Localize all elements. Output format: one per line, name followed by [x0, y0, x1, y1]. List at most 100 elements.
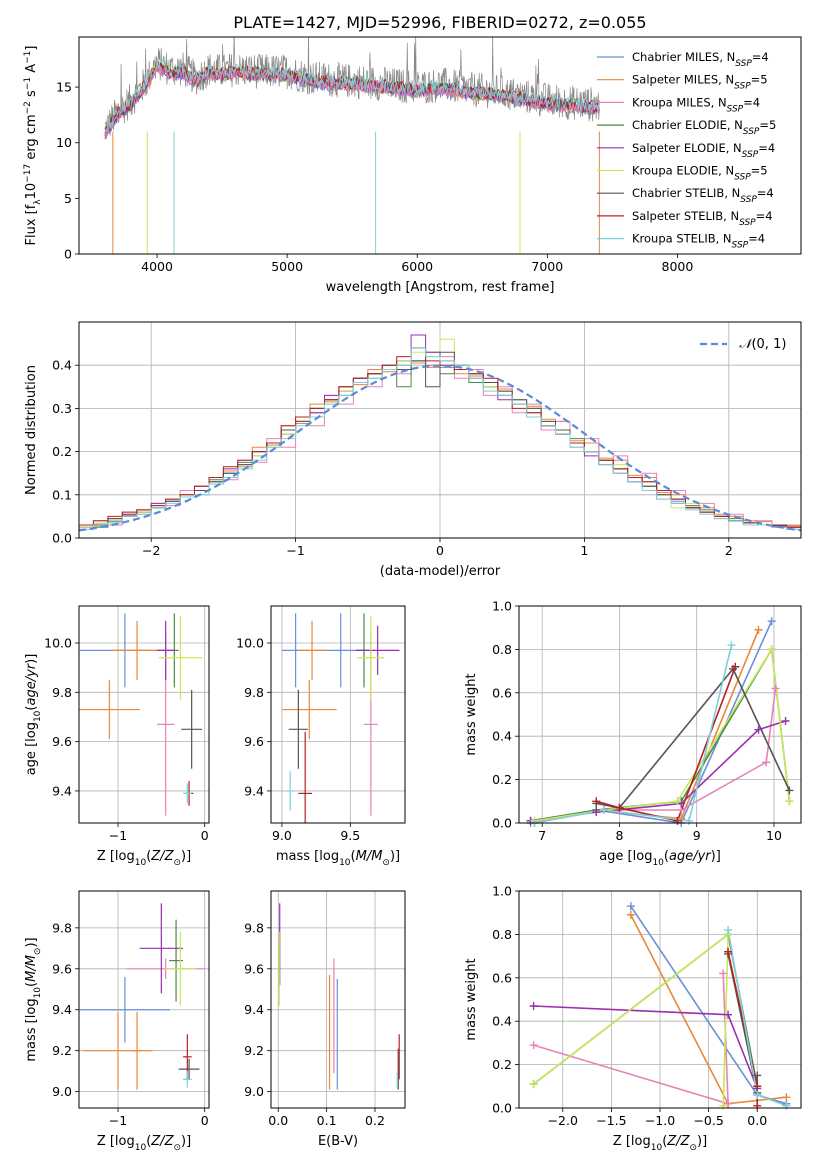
y-tick-label: 0.0: [52, 531, 72, 546]
errorbar-point: [286, 771, 295, 811]
x-tick-label: −1: [109, 1113, 127, 1128]
errorbar-point: [357, 615, 385, 700]
x-axis-label-part: )]: [711, 849, 721, 864]
legend-label-part: =4: [756, 209, 773, 223]
x-axis-label-part: (: [146, 849, 151, 864]
y-tick-label: 0.8: [492, 642, 512, 657]
errorbar-point: [183, 783, 192, 804]
y-axis-label: mass weight: [464, 673, 479, 755]
x-tick-label: 1: [580, 543, 588, 558]
y-tick-label: 9.8: [244, 685, 264, 700]
weight-marker-7: [592, 797, 601, 806]
y-axis-label-part: (: [24, 982, 39, 987]
x-axis-label-part: 10: [651, 1143, 663, 1153]
legend-label-part: Kroupa ELODIE, N: [632, 164, 734, 178]
weight-line-5: [534, 647, 791, 822]
weight-marker-1: [782, 1093, 791, 1102]
weight-line-7: [596, 666, 737, 822]
plot-area-mass-vs-ebv: [278, 903, 400, 1090]
x-tick-label: 9: [693, 828, 701, 843]
x-axis-label-part: (: [664, 849, 669, 864]
legend-label-part: Kroupa MILES, N: [632, 95, 727, 109]
weight-marker-7: [731, 662, 740, 671]
x-tick-label: 9.5: [340, 828, 360, 843]
y-tick-label: 9.2: [244, 1043, 264, 1058]
x-axis-label-part: )]: [390, 849, 400, 864]
weight-line-7: [727, 951, 758, 1106]
y-axis-label-part: 10: [33, 710, 43, 722]
legend-label-part: =5: [759, 118, 776, 132]
weight-marker-1: [626, 910, 635, 919]
y-tick-label: 0.2: [52, 444, 72, 459]
errorbar-point: [83, 1011, 153, 1090]
weight-marker-5: [529, 1080, 538, 1089]
y-axis-label-part: ]: [24, 46, 39, 51]
axes-age-vs-Z: −1 09.49.69.810.0Z [log10(Z/Z⊙)]age [log1…: [24, 605, 210, 868]
y-tick-label: 0.2: [492, 772, 512, 787]
errorbar-point: [139, 903, 183, 994]
y-tick-label: 9.8: [52, 920, 72, 935]
y-tick-label: 1.0: [492, 884, 512, 899]
x-axis-label: Z [log10(Z/Z⊙)]: [97, 1134, 191, 1153]
y-tick-label: 9.8: [52, 685, 72, 700]
weight-line-0: [530, 620, 773, 823]
axes-frame: [518, 890, 802, 1109]
x-axis-label-part: 10: [339, 858, 351, 868]
weight-marker-7: [724, 947, 733, 956]
legend-label-part: =4: [748, 232, 765, 246]
x-tick-label: 0: [436, 543, 444, 558]
weight-marker-0: [626, 902, 635, 911]
x-tick-label: −0.5: [693, 1113, 723, 1128]
x-axis-label-part: (: [662, 1134, 667, 1149]
x-tick-label: 8: [615, 828, 623, 843]
y-axis-label-part: s: [24, 90, 39, 101]
weight-marker-4: [724, 1010, 733, 1019]
x-tick-label: 9.0: [272, 828, 292, 843]
plot-area-age-vs-Z: [79, 613, 203, 816]
y-tick-label: 9.2: [52, 1043, 72, 1058]
x-axis-label-part: ⊙: [173, 1143, 181, 1153]
weight-line-2: [534, 688, 777, 823]
legend-label: Kroupa STELIB, NSSP=4: [632, 232, 765, 251]
legend-label-part: Salpeter MILES, N: [632, 73, 734, 87]
x-axis-label-part: age/yr: [669, 849, 712, 864]
y-axis-label-part: −1: [23, 77, 33, 90]
errorbar-point: [183, 1071, 192, 1088]
x-axis-label-part: 10: [135, 1143, 147, 1153]
x-tick-label: −1.5: [596, 1113, 626, 1128]
weight-marker-4: [754, 725, 763, 734]
y-axis-label-part: age [log: [24, 722, 39, 775]
weight-marker-8: [724, 926, 733, 935]
y-axis-label-part: mass [log: [24, 998, 39, 1061]
y-tick-label: 1.0: [492, 599, 512, 614]
axes-frame: [518, 605, 802, 824]
weight-line-6: [596, 667, 791, 809]
axes-residuals: −2 −1 0 1 2 0.0 0.1 0.2 0.3 0.4 (data-model)/error…: [24, 321, 802, 579]
y-tick-label: 10.0: [236, 635, 264, 650]
y-axis-label-part: mass weight: [464, 958, 479, 1040]
x-tick-label: 0.2: [365, 1113, 385, 1128]
plot-area-weight-vs-age: [530, 620, 791, 823]
errorbar-point: [132, 1011, 142, 1090]
weight-marker-8: [753, 1090, 762, 1099]
x-axis-label: Z [log10(Z/Z⊙)]: [97, 849, 191, 868]
y-tick-label: 9.6: [244, 961, 264, 976]
figure-title: PLATE=1427, MJD=52996, FIBERID=0272, z=0…: [233, 13, 646, 32]
y-axis-label: mass weight: [464, 958, 479, 1040]
y-tick-label: 9.4: [52, 1002, 72, 1017]
x-axis-label-part: M/M: [356, 849, 383, 864]
y-tick-label: 9.4: [244, 783, 264, 798]
y-tick-label: 9.0: [244, 1084, 264, 1099]
x-axis-label-part: 10: [135, 858, 147, 868]
axes-frame: [270, 605, 406, 824]
x-tick-label: 8000: [662, 259, 694, 274]
errorbar-point: [298, 731, 313, 823]
plot-area-age-vs-mass: [281, 613, 400, 823]
y-axis-label: mass [log10(M/M⊙)]: [24, 937, 43, 1061]
errorbar-point: [111, 620, 164, 680]
x-axis-label-part: (: [351, 849, 356, 864]
weight-marker-8: [684, 816, 693, 825]
legend-label-part: =4: [758, 141, 775, 155]
